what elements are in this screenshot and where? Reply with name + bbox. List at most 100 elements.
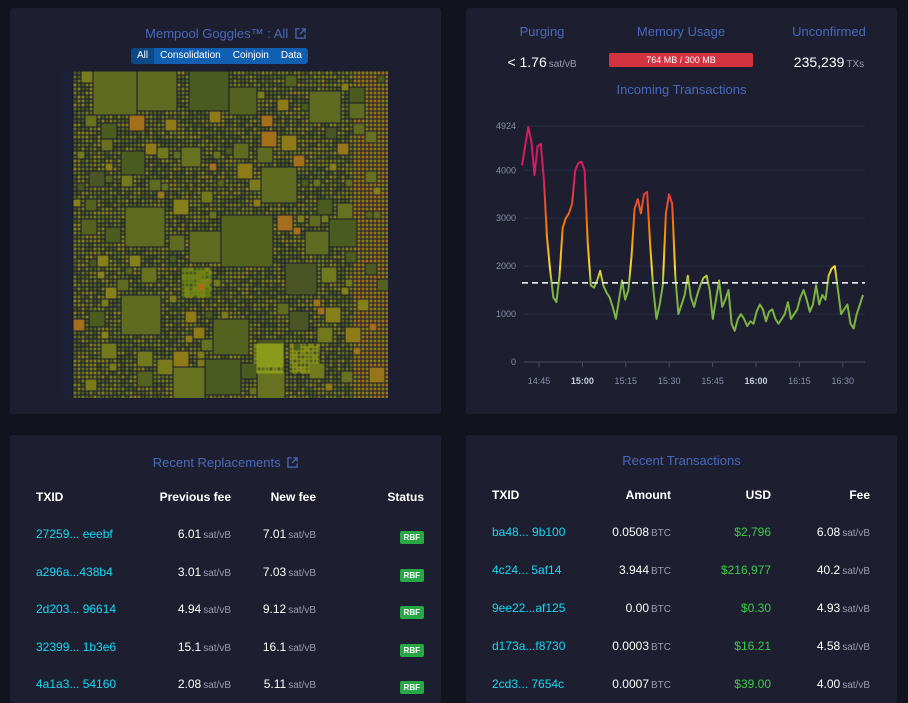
tx-dot[interactable] xyxy=(249,355,253,359)
tx-dot[interactable] xyxy=(333,363,337,367)
tx-dot[interactable] xyxy=(305,335,309,339)
tx-dot[interactable] xyxy=(301,95,305,99)
tx-dot[interactable] xyxy=(253,275,257,279)
tx-dot[interactable] xyxy=(105,223,109,227)
tx-dot[interactable] xyxy=(321,299,325,303)
tx-dot[interactable] xyxy=(261,335,265,339)
tx-dot[interactable] xyxy=(377,163,381,167)
tx-dot[interactable] xyxy=(377,247,381,251)
tx-dot[interactable] xyxy=(345,307,349,311)
tx-dot[interactable] xyxy=(325,139,329,143)
tx-dot[interactable] xyxy=(93,267,97,271)
tx-dot[interactable] xyxy=(185,243,189,247)
tx-dot[interactable] xyxy=(385,335,389,339)
tx-dot[interactable] xyxy=(285,131,289,135)
tx-dot[interactable] xyxy=(189,143,193,147)
tx-dot[interactable] xyxy=(305,343,309,347)
tx-dot[interactable] xyxy=(297,107,301,111)
tx-dot[interactable] xyxy=(85,107,89,111)
tx-dot[interactable] xyxy=(181,327,185,331)
tx-dot[interactable] xyxy=(165,339,169,343)
tx-dot[interactable] xyxy=(161,267,165,271)
tx-dot[interactable] xyxy=(113,271,117,275)
tx-dot[interactable] xyxy=(377,323,381,327)
tx-dot[interactable] xyxy=(97,123,101,127)
tx-dot[interactable] xyxy=(77,351,81,355)
tx-dot[interactable] xyxy=(245,383,249,387)
tx-dot[interactable] xyxy=(265,79,269,83)
tx-dot[interactable] xyxy=(217,187,221,191)
tx-dot[interactable] xyxy=(289,87,293,91)
tx-dot[interactable] xyxy=(141,263,145,267)
tx-dot[interactable] xyxy=(249,159,253,163)
tx-dot[interactable] xyxy=(173,163,177,167)
tx-dot[interactable] xyxy=(77,91,81,95)
tx-dot[interactable] xyxy=(381,219,385,223)
tx-dot[interactable] xyxy=(305,395,309,399)
tx-dot[interactable] xyxy=(233,295,237,299)
tx-dot[interactable] xyxy=(317,195,321,199)
tx-dot[interactable] xyxy=(213,299,217,303)
tx-dot[interactable] xyxy=(93,243,97,247)
tx-block[interactable] xyxy=(277,215,293,231)
tx-dot[interactable] xyxy=(121,247,125,251)
tx-dot[interactable] xyxy=(77,247,81,251)
tx-dot[interactable] xyxy=(81,87,85,91)
tx-dot[interactable] xyxy=(273,247,277,251)
tx-dot[interactable] xyxy=(385,219,389,223)
tx-dot[interactable] xyxy=(285,331,289,335)
tx-dot[interactable] xyxy=(153,351,157,355)
tx-block[interactable] xyxy=(377,75,385,83)
tx-dot[interactable] xyxy=(273,271,277,275)
tx-dot[interactable] xyxy=(293,91,297,95)
tx-dot[interactable] xyxy=(133,187,137,191)
tx-dot[interactable] xyxy=(253,347,257,351)
tx-dot[interactable] xyxy=(205,159,209,163)
tx-dot[interactable] xyxy=(345,111,349,115)
tx-dot[interactable] xyxy=(197,295,201,299)
tx-dot[interactable] xyxy=(217,263,221,267)
tx-dot[interactable] xyxy=(381,323,385,327)
tx-dot[interactable] xyxy=(173,319,177,323)
tx-dot[interactable] xyxy=(73,183,77,187)
tx-dot[interactable] xyxy=(297,355,301,359)
tx-dot[interactable] xyxy=(125,115,129,119)
tx-dot[interactable] xyxy=(233,135,237,139)
tx-dot[interactable] xyxy=(317,191,321,195)
tx-dot[interactable] xyxy=(341,71,345,75)
tx-dot[interactable] xyxy=(333,159,337,163)
tx-dot[interactable] xyxy=(185,143,189,147)
tx-dot[interactable] xyxy=(381,251,385,255)
tx-dot[interactable] xyxy=(73,307,77,311)
tx-dot[interactable] xyxy=(293,251,297,255)
tx-dot[interactable] xyxy=(153,131,157,135)
tx-dot[interactable] xyxy=(313,383,317,387)
tx-dot[interactable] xyxy=(93,155,97,159)
tx-dot[interactable] xyxy=(377,131,381,135)
tx-dot[interactable] xyxy=(361,315,365,319)
tx-dot[interactable] xyxy=(261,107,265,111)
tx-dot[interactable] xyxy=(173,143,177,147)
tx-dot[interactable] xyxy=(353,147,357,151)
tx-dot[interactable] xyxy=(113,155,117,159)
tx-dot[interactable] xyxy=(89,359,93,363)
tx-dot[interactable] xyxy=(357,355,361,359)
tx-dot[interactable] xyxy=(245,395,249,399)
tx-dot[interactable] xyxy=(201,143,205,147)
tx-dot[interactable] xyxy=(253,331,257,335)
tx-dot[interactable] xyxy=(77,331,81,335)
tx-dot[interactable] xyxy=(305,75,309,79)
tx-dot[interactable] xyxy=(213,171,217,175)
tx-dot[interactable] xyxy=(89,151,93,155)
tx-dot[interactable] xyxy=(105,203,109,207)
tx-dot[interactable] xyxy=(321,179,325,183)
tx-dot[interactable] xyxy=(241,183,245,187)
tx-dot[interactable] xyxy=(221,147,225,151)
tx-dot[interactable] xyxy=(249,271,253,275)
tx-dot[interactable] xyxy=(113,267,117,271)
tx-dot[interactable] xyxy=(285,355,289,359)
tx-dot[interactable] xyxy=(329,303,333,307)
tx-dot[interactable] xyxy=(133,139,137,143)
tx-dot[interactable] xyxy=(321,175,325,179)
tx-dot[interactable] xyxy=(313,71,317,75)
